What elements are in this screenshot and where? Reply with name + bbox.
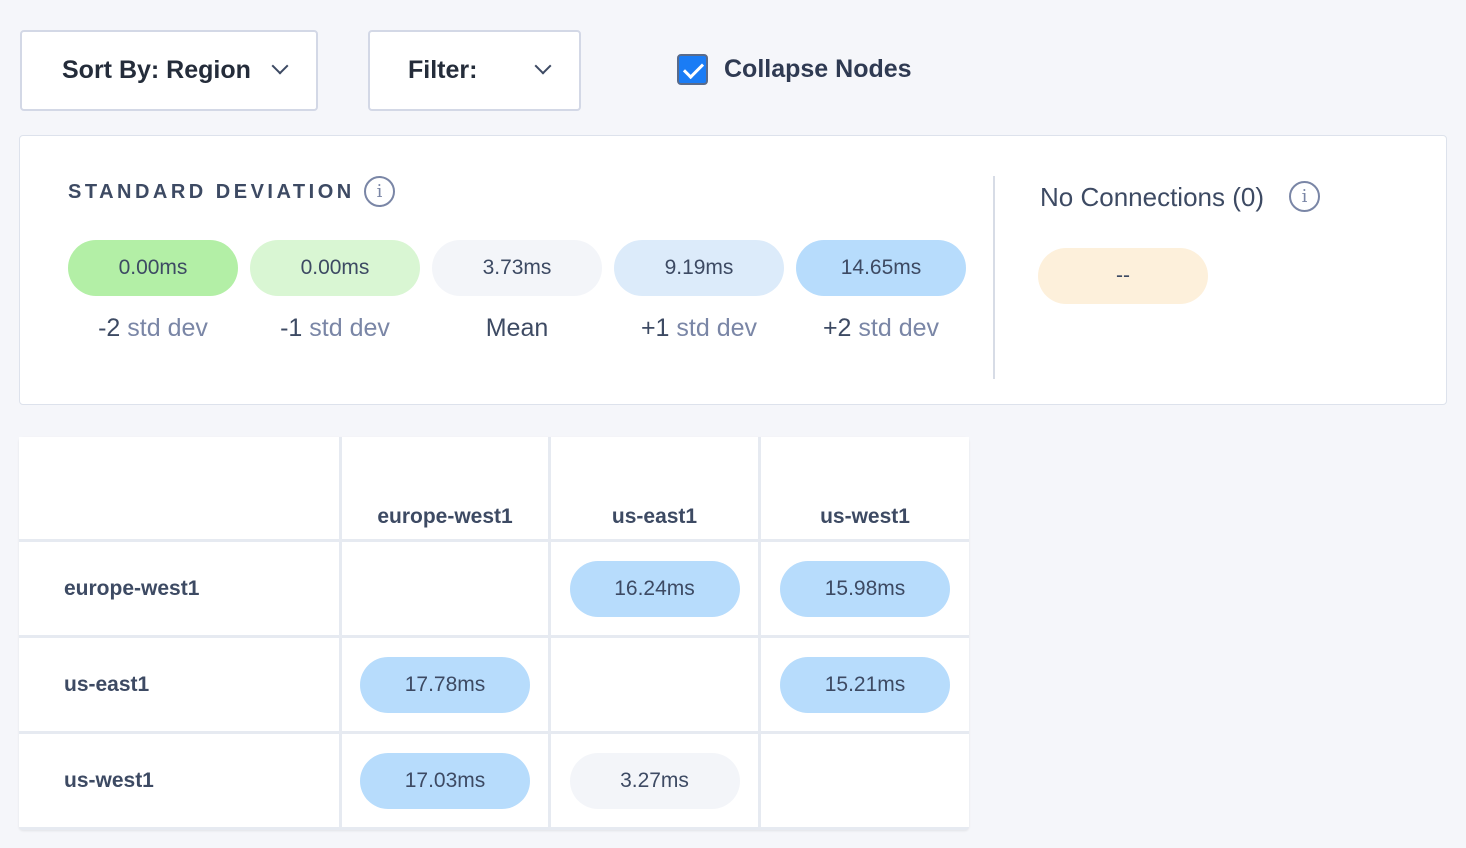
stat-pill: 0.00ms — [250, 240, 420, 296]
info-icon[interactable]: i — [1289, 181, 1320, 212]
row-header: us-east1 — [19, 638, 339, 731]
no-connections-pill: -- — [1038, 248, 1208, 304]
stat-label-suffix: std dev — [302, 314, 390, 342]
latency-pill: 16.24ms — [569, 560, 740, 617]
latency-pill: 15.98ms — [780, 560, 950, 617]
filter-label: Filter: — [408, 56, 478, 84]
latency-pill: 17.78ms — [360, 656, 530, 713]
latency-matrix: europe-west1 us-east1 us-west1 europe-west1… — [19, 437, 969, 830]
filter-dropdown[interactable]: Filter: — [368, 30, 581, 111]
stats-card: STANDARD DEVIATION i 0.00ms -2 std dev 0.… — [19, 135, 1447, 405]
stat-label: -2 std dev — [68, 314, 238, 343]
matrix-cell — [551, 638, 758, 731]
chevron-down-icon — [534, 57, 552, 75]
collapse-nodes-checkbox[interactable] — [677, 54, 708, 85]
matrix-cell: 17.03ms — [342, 734, 548, 827]
collapse-nodes-label[interactable]: Collapse Nodes — [724, 55, 912, 83]
stat-label-prefix: -2 — [98, 314, 121, 342]
matrix-cell: 17.78ms — [342, 638, 548, 731]
stat-pill: 0.00ms — [68, 240, 238, 296]
stat-label: Mean — [432, 314, 602, 343]
matrix-cell — [342, 542, 548, 635]
stat-label-prefix: -1 — [280, 314, 303, 342]
stat-label-prefix: +2 — [822, 314, 852, 342]
row-header: europe-west1 — [19, 542, 339, 635]
stat-label-suffix: std dev — [851, 314, 940, 342]
stat-pill: 9.19ms — [614, 240, 784, 296]
matrix-cell: 3.27ms — [551, 734, 758, 827]
matrix-cell: 15.21ms — [761, 638, 969, 731]
stat-label-suffix: std dev — [120, 314, 208, 342]
divider — [993, 176, 995, 379]
latency-pill: 17.03ms — [360, 752, 530, 809]
matrix-cell — [761, 734, 969, 827]
sort-by-label: Sort By: Region — [62, 56, 251, 84]
info-icon[interactable]: i — [364, 176, 395, 207]
stat-pill: 3.73ms — [432, 240, 602, 296]
matrix-cell: 15.98ms — [761, 542, 969, 635]
stat-label: +1 std dev — [614, 314, 784, 343]
standard-deviation-title: STANDARD DEVIATION — [68, 181, 355, 203]
column-header: us-east1 — [551, 437, 758, 539]
latency-pill: 15.21ms — [780, 656, 950, 713]
stat-label: -1 std dev — [250, 314, 420, 343]
corner-cell — [19, 437, 339, 539]
stat-pill: 14.65ms — [796, 240, 966, 296]
chevron-down-icon — [271, 57, 289, 75]
stat-label-prefix: +1 — [640, 314, 670, 342]
matrix-cell: 16.24ms — [551, 542, 758, 635]
column-header: us-west1 — [761, 437, 969, 539]
sort-by-dropdown[interactable]: Sort By: Region — [20, 30, 318, 111]
column-header: europe-west1 — [342, 437, 548, 539]
stat-label-prefix: Mean — [485, 314, 549, 342]
latency-pill: 3.27ms — [569, 752, 740, 809]
stat-label-suffix: std dev — [669, 314, 758, 342]
stat-label: +2 std dev — [796, 314, 966, 343]
row-header: us-west1 — [19, 734, 339, 827]
no-connections-label: No Connections (0) — [1040, 182, 1264, 212]
